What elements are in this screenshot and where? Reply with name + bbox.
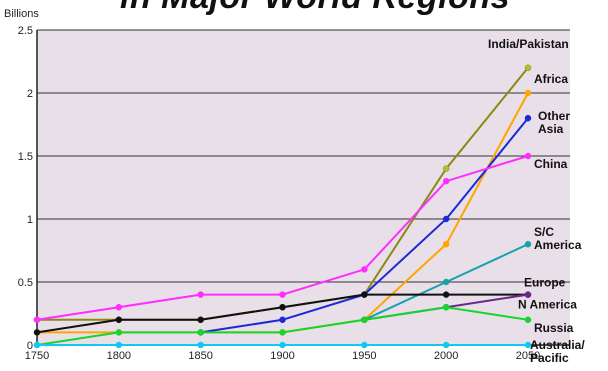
series-label: S/C [534,225,554,239]
data-point-s-c-america [524,240,532,248]
y-tick-label: 0 [27,340,33,352]
series-label: Other [538,109,570,123]
y-tick-label: 0.5 [18,277,33,289]
data-point-europe [279,303,286,311]
y-axis-label: Billions [4,8,39,20]
data-point-russia [442,303,450,311]
data-point-europe [197,316,204,324]
x-tick-label: 2050 [516,350,540,362]
y-tick-label: 2 [27,88,33,100]
x-tick-label: 1950 [352,350,376,362]
data-point-china [279,291,286,298]
data-point-s-c-america [442,278,450,286]
data-point-australia-pacific [524,341,532,349]
x-tick-label: 1800 [107,350,131,362]
y-tick-label: 2.5 [18,25,33,37]
series-label: America [534,238,582,252]
chart-title: in Major World Regions [120,0,540,17]
y-tick-label: 1 [27,214,33,226]
series-label: N America [518,298,577,312]
data-point-russia [524,316,532,324]
data-point-europe [361,291,368,298]
data-point-n-america [524,291,532,298]
data-point-china [33,316,41,324]
data-point-china [524,152,532,160]
data-point-africa [442,240,450,248]
data-point-europe [115,316,123,324]
data-point-other-asia [279,316,286,324]
x-tick-label: 1750 [25,350,49,362]
x-tick-label: 1850 [188,350,212,362]
data-point-russia [361,316,368,324]
series-label: Asia [538,122,564,136]
data-point-russia [115,329,123,336]
series-label: Europe [524,276,566,290]
series-label: Australia/ [530,338,585,352]
data-point-australia-pacific [442,341,450,349]
data-point-australia-pacific [197,341,204,349]
data-point-africa [524,89,532,97]
data-point-other-asia [442,215,450,223]
data-point-australia-pacific [361,341,368,349]
series-label: Russia [534,321,574,335]
data-point-australia-pacific [33,341,41,349]
data-point-india-pakistan [524,64,532,72]
data-point-india-pakistan [442,165,450,172]
series-label: Pacific [530,351,569,365]
data-point-china [361,266,368,273]
y-tick-label: 1.5 [18,151,33,163]
data-point-europe [442,291,450,298]
data-point-europe [33,329,41,336]
series-label: India/Pakistan [488,37,569,51]
data-point-australia-pacific [115,341,123,349]
data-point-china [442,177,450,185]
series-label: Africa [534,72,568,86]
x-tick-label: 1900 [270,350,294,362]
data-point-other-asia [524,114,532,122]
data-point-russia [279,329,286,336]
data-point-china [197,291,204,298]
data-point-china [115,303,123,311]
data-point-russia [197,329,204,336]
data-point-australia-pacific [279,341,286,349]
series-label: China [534,157,568,171]
plot-area [37,30,570,345]
x-tick-label: 2000 [434,350,458,362]
